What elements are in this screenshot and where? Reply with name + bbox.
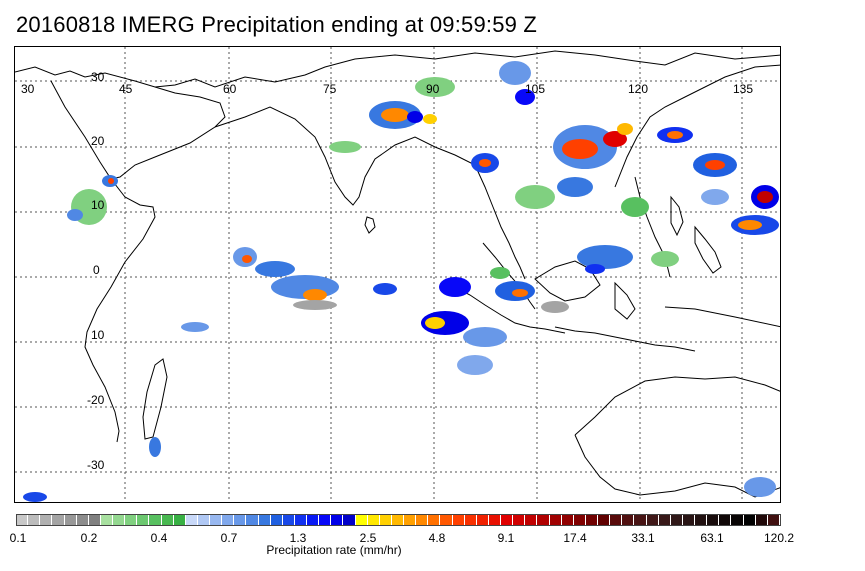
colorbar-swatch	[585, 514, 598, 526]
colorbar-swatch	[16, 514, 29, 526]
lat-label: 20	[91, 134, 105, 148]
colorbar-swatch	[100, 514, 113, 526]
lon-label: 75	[323, 82, 337, 96]
colorbar-swatch	[258, 514, 271, 526]
colorbar-swatch	[185, 514, 198, 526]
colorbar-tick-label: 33.1	[631, 531, 655, 545]
colorbar-swatch	[234, 514, 247, 526]
colorbar-swatch	[125, 514, 138, 526]
lat-label: 30	[91, 70, 105, 84]
colorbar-tick-label: 0.2	[80, 531, 98, 545]
colorbar-swatch	[379, 514, 392, 526]
colorbar-swatch	[488, 514, 501, 526]
colorbar-swatch	[549, 514, 562, 526]
lat-label: -30	[87, 458, 105, 472]
colorbar-swatch	[404, 514, 417, 526]
lat-label: 10	[91, 198, 105, 212]
colorbar-swatch	[319, 514, 332, 526]
colorbar-swatch	[64, 514, 77, 526]
colorbar-swatch	[440, 514, 453, 526]
colorbar-swatch	[197, 514, 210, 526]
lon-label: 105	[525, 82, 545, 96]
colorbar-swatch	[537, 514, 550, 526]
colorbar-tick-label: 0.4	[150, 531, 168, 545]
colorbar-tick-label: 0.7	[220, 531, 238, 545]
colorbar-swatch	[113, 514, 126, 526]
lon-label: 120	[628, 82, 648, 96]
map-gridlines	[15, 47, 780, 502]
colorbar-swatch	[161, 514, 174, 526]
map-title: 20160818 IMERG Precipitation ending at 0…	[16, 12, 538, 37]
colorbar-swatch	[222, 514, 235, 526]
colorbar-swatch	[88, 514, 101, 526]
lon-label: 45	[119, 82, 133, 96]
colorbar-title: Precipitation rate (mm/hr)	[266, 543, 402, 557]
colorbar-swatch	[682, 514, 695, 526]
colorbar-swatch	[28, 514, 41, 526]
colorbar-tick-label: 63.1	[700, 531, 724, 545]
colorbar-swatch	[719, 514, 732, 526]
colorbar-swatch	[501, 514, 514, 526]
lon-label: 90	[426, 82, 440, 96]
colorbar-swatch	[343, 514, 356, 526]
colorbar-swatch	[634, 514, 647, 526]
colorbar-swatch	[76, 514, 89, 526]
colorbar-tick-label: 0.1	[9, 531, 27, 545]
precipitation-areas	[23, 61, 779, 502]
colorbar-swatch	[598, 514, 611, 526]
colorbar-swatch	[513, 514, 526, 526]
colorbar-swatch	[452, 514, 465, 526]
colorbar-swatch	[707, 514, 720, 526]
colorbar-swatch	[476, 514, 489, 526]
colorbar-swatch	[307, 514, 320, 526]
colorbar-swatch	[391, 514, 404, 526]
colorbar-tick-label: 2.5	[359, 531, 377, 545]
colorbar-swatch	[294, 514, 307, 526]
lon-label: 30	[21, 82, 35, 96]
colorbar-swatch	[743, 514, 756, 526]
lon-label: 135	[733, 82, 753, 96]
colorbar-swatch	[670, 514, 683, 526]
colorbar-swatch	[695, 514, 708, 526]
colorbar-swatch	[282, 514, 295, 526]
colorbar-swatch	[149, 514, 162, 526]
longitude-labels: 30 45 60 75 90 105 120 135	[21, 82, 753, 96]
colorbar-swatch	[331, 514, 344, 526]
precipitation-map: 30 45 60 75 90 105 120 135 30 20 10 0 10…	[14, 46, 781, 503]
colorbar-swatch	[767, 514, 780, 526]
colorbar-swatch	[755, 514, 768, 526]
colorbar-swatch	[658, 514, 671, 526]
latitude-labels: 30 20 10 0 10 -20 -30	[87, 70, 105, 472]
coastlines	[15, 50, 780, 498]
colorbar-swatch	[355, 514, 368, 526]
lat-label: 10	[91, 328, 105, 342]
lon-label: 60	[223, 82, 237, 96]
colorbar-swatch	[416, 514, 429, 526]
colorbar-swatch	[52, 514, 65, 526]
colorbar-tick-label: 4.8	[428, 531, 446, 545]
colorbar-swatch	[40, 514, 53, 526]
colorbar-swatch	[525, 514, 538, 526]
precipitation-colorbar	[16, 514, 780, 526]
colorbar-swatch	[622, 514, 635, 526]
colorbar-swatch	[367, 514, 380, 526]
lat-label: 0	[93, 263, 100, 277]
colorbar-swatch	[246, 514, 259, 526]
colorbar-swatch	[561, 514, 574, 526]
colorbar-swatch	[428, 514, 441, 526]
colorbar-swatch	[573, 514, 586, 526]
colorbar-tick-label: 1.3	[289, 531, 307, 545]
colorbar-swatch	[731, 514, 744, 526]
colorbar-swatch	[464, 514, 477, 526]
colorbar-tick-label: 17.4	[563, 531, 587, 545]
colorbar-tick-label: 9.1	[497, 531, 515, 545]
lat-label: -20	[87, 393, 105, 407]
colorbar-swatch	[270, 514, 283, 526]
colorbar-swatch	[137, 514, 150, 526]
colorbar-tick-label: 120.2	[763, 531, 795, 545]
colorbar-swatch	[210, 514, 223, 526]
colorbar-swatch	[173, 514, 186, 526]
colorbar-swatch	[646, 514, 659, 526]
colorbar-swatch	[610, 514, 623, 526]
